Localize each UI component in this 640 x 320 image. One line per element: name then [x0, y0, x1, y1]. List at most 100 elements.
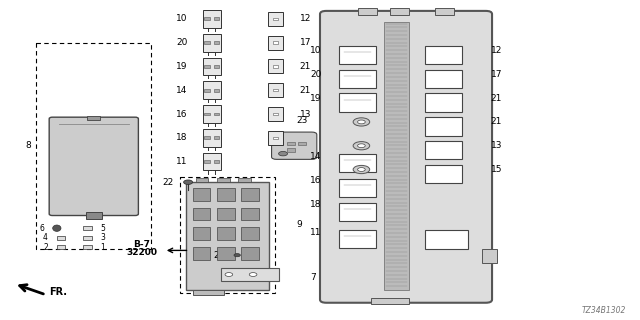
Bar — [273, 113, 278, 115]
Bar — [339, 179, 376, 197]
Bar — [203, 81, 221, 99]
Bar — [483, 249, 497, 263]
Bar — [217, 188, 235, 201]
Text: 11: 11 — [176, 157, 188, 166]
Bar — [88, 116, 100, 120]
Text: 21: 21 — [300, 62, 311, 71]
Circle shape — [184, 180, 193, 184]
Text: 12: 12 — [491, 46, 502, 55]
Bar — [425, 165, 462, 183]
Bar — [425, 117, 462, 136]
Text: 15: 15 — [491, 165, 502, 174]
Text: 18: 18 — [176, 133, 188, 142]
Circle shape — [353, 142, 370, 150]
Bar — [273, 41, 278, 44]
Text: 17: 17 — [491, 70, 502, 79]
Bar — [241, 188, 259, 201]
Bar — [193, 247, 211, 260]
Bar — [193, 227, 211, 240]
Bar — [214, 113, 220, 116]
Bar — [339, 230, 376, 248]
Text: 16: 16 — [176, 109, 188, 118]
Text: TZ34B1302: TZ34B1302 — [582, 306, 626, 315]
Text: 16: 16 — [310, 176, 321, 185]
Circle shape — [353, 118, 370, 126]
Text: 19: 19 — [310, 94, 321, 103]
Bar — [425, 46, 462, 64]
Bar — [273, 18, 278, 20]
Bar — [204, 65, 210, 68]
Bar — [298, 142, 306, 145]
Text: 13: 13 — [300, 109, 311, 118]
Bar — [203, 58, 221, 75]
Text: 14: 14 — [176, 86, 188, 95]
Bar — [339, 69, 376, 88]
Bar — [193, 208, 211, 220]
Bar — [83, 226, 92, 230]
Bar — [217, 227, 235, 240]
Text: 7: 7 — [310, 273, 316, 282]
FancyBboxPatch shape — [320, 11, 492, 303]
Bar — [214, 160, 220, 163]
Circle shape — [353, 165, 370, 174]
FancyBboxPatch shape — [271, 132, 317, 159]
Bar — [268, 60, 283, 73]
Text: 13: 13 — [491, 141, 502, 150]
Bar — [273, 137, 278, 139]
Circle shape — [225, 273, 233, 276]
Bar — [384, 22, 409, 290]
Bar — [203, 10, 221, 28]
Bar — [339, 154, 376, 172]
Bar — [273, 89, 278, 92]
Bar — [204, 41, 210, 44]
Bar — [203, 153, 221, 171]
Text: 1: 1 — [100, 243, 105, 252]
Bar — [214, 89, 220, 92]
Bar — [339, 203, 376, 221]
Bar — [203, 129, 221, 147]
Circle shape — [358, 144, 365, 148]
Bar — [204, 136, 210, 139]
Bar — [425, 69, 462, 88]
Text: 8: 8 — [25, 141, 31, 150]
Text: 3: 3 — [100, 233, 105, 242]
Text: FR.: FR. — [49, 287, 67, 297]
Bar — [268, 36, 283, 50]
Bar — [196, 178, 209, 182]
Text: 15: 15 — [300, 133, 311, 142]
Bar — [217, 178, 230, 182]
Text: 10: 10 — [176, 14, 188, 23]
Text: 4: 4 — [43, 233, 48, 242]
Bar — [241, 247, 259, 260]
Circle shape — [358, 168, 365, 172]
Bar — [268, 83, 283, 97]
Ellipse shape — [52, 225, 61, 231]
Text: 9: 9 — [297, 220, 303, 228]
Text: 14: 14 — [310, 152, 321, 161]
Bar — [56, 236, 65, 240]
Bar — [241, 208, 259, 220]
Text: 23: 23 — [213, 251, 225, 260]
Bar — [287, 142, 294, 145]
Bar — [214, 65, 220, 68]
Circle shape — [249, 273, 257, 276]
Bar — [204, 17, 210, 20]
Text: 6: 6 — [39, 224, 44, 233]
Text: 2: 2 — [43, 243, 48, 252]
Bar — [371, 298, 409, 304]
Text: 21: 21 — [300, 86, 311, 95]
Text: 18: 18 — [310, 200, 321, 209]
Text: 5: 5 — [100, 224, 105, 233]
Text: 20: 20 — [176, 38, 188, 47]
Bar — [390, 8, 409, 15]
Circle shape — [358, 120, 365, 124]
Bar — [339, 93, 376, 112]
Text: 32200: 32200 — [126, 248, 157, 258]
Circle shape — [234, 253, 241, 257]
Bar — [268, 12, 283, 26]
Bar — [193, 290, 225, 295]
Bar — [268, 131, 283, 145]
Bar — [339, 46, 376, 64]
Bar — [425, 141, 462, 159]
Bar — [56, 245, 65, 249]
